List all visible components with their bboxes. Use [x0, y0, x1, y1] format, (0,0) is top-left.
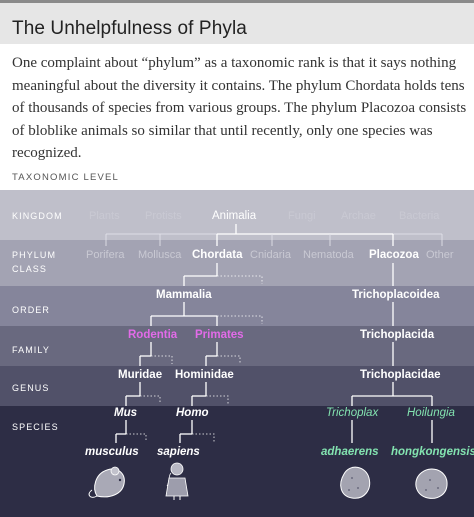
rank-species: SPECIES — [12, 422, 59, 432]
band-kingdom — [0, 190, 474, 240]
connector — [217, 315, 263, 324]
band-family — [0, 326, 474, 366]
rank-class: CLASS — [12, 264, 47, 274]
band-genus — [0, 366, 474, 406]
class-trichoplacoidea: Trichoplacoidea — [352, 289, 440, 301]
connector — [151, 355, 173, 364]
page-title: The Unhelpfulness of Phyla — [12, 18, 247, 39]
genus-trichoplax: Trichoplax — [326, 407, 379, 419]
connector — [206, 395, 229, 404]
rank-phylum: PHYLUM — [12, 250, 56, 260]
rank-order: ORDER — [12, 305, 50, 315]
connector — [192, 433, 215, 442]
phylum-nematoda: Nematoda — [303, 249, 355, 261]
kingdom-animalia: Animalia — [212, 210, 257, 222]
family-hominidae: Hominidae — [175, 369, 234, 381]
placozoan-icon — [340, 466, 371, 499]
connector — [140, 395, 161, 404]
band-order — [0, 286, 474, 326]
order-trichoplacida: Trichoplacida — [360, 329, 435, 341]
kingdom-bacteria: Bacteria — [399, 210, 440, 222]
connector — [126, 433, 147, 442]
order-rodentia: Rodentia — [128, 329, 178, 341]
kingdom-archae: Archae — [341, 210, 376, 222]
connector — [217, 355, 241, 364]
phylum-mollusca: Mollusca — [138, 249, 182, 261]
genus-hoilungia: Hoilungia — [407, 407, 455, 419]
species-musculus: musculus — [85, 446, 139, 458]
order-primates: Primates — [195, 329, 244, 341]
phylum-other: Other — [426, 249, 454, 261]
family-trichoplacidae: Trichoplacidae — [360, 369, 441, 381]
band-phylum-class — [0, 240, 474, 286]
phylum-chordata: Chordata — [192, 249, 243, 261]
connector — [217, 275, 263, 284]
species-hongkongensis: hongkongensis — [391, 446, 474, 458]
rank-kingdom: KINGDOM — [12, 211, 63, 221]
family-muridae: Muridae — [118, 369, 162, 381]
phylum-cnidaria: Cnidaria — [250, 249, 292, 261]
human-icon — [165, 462, 189, 500]
genus-homo: Homo — [176, 407, 209, 419]
kingdom-protists: Protists — [145, 210, 182, 222]
genus-mus: Mus — [114, 407, 137, 419]
kingdom-fungi: Fungi — [288, 210, 316, 222]
rank-family: FAMILY — [12, 345, 50, 355]
species-sapiens: sapiens — [157, 446, 200, 458]
phylum-placozoa: Placozoa — [369, 249, 419, 261]
kingdom-plants: Plants — [89, 210, 120, 222]
species-adhaerens: adhaerens — [321, 446, 379, 458]
class-mammalia: Mammalia — [156, 289, 212, 301]
mouse-icon — [88, 466, 125, 498]
rank-genus: GENUS — [12, 383, 50, 393]
intro-paragraph: One complaint about “phylum” as a taxono… — [12, 55, 467, 161]
placozoan-icon — [415, 468, 448, 499]
taxonomic-level-label: TAXONOMIC LEVEL — [12, 172, 120, 183]
band-species — [0, 406, 474, 517]
header-band — [0, 0, 474, 44]
phylum-porifera: Porifera — [86, 249, 125, 261]
